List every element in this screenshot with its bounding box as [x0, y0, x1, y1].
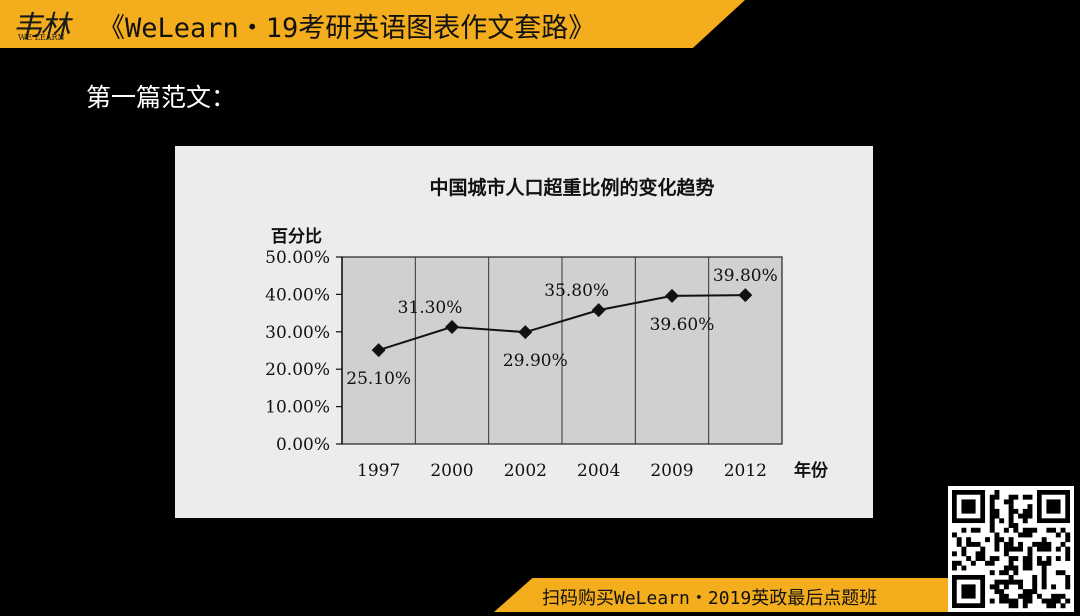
- x-tick-label: 2002: [504, 461, 547, 481]
- data-label: 35.80%: [544, 281, 609, 301]
- banner-title: 《WeLearn・19考研英语图表作文套路》: [98, 13, 596, 44]
- data-point-marker: [445, 319, 459, 334]
- y-tick-label: 20.00%: [265, 360, 330, 380]
- data-point-marker: [591, 303, 606, 318]
- data-label: 39.60%: [650, 315, 715, 335]
- y-tick-label: 50.00%: [265, 248, 330, 268]
- data-label: 25.10%: [346, 369, 411, 389]
- y-tick-label: 0.00%: [276, 435, 330, 455]
- y-tick-label: 30.00%: [265, 323, 330, 343]
- y-tick-label: 40.00%: [265, 285, 330, 305]
- logo-chinese-text: 韦林: [12, 10, 70, 45]
- qr-code[interactable]: [948, 486, 1074, 612]
- data-point-marker: [665, 288, 679, 303]
- chart-panel: 中国城市人口超重比例的变化趋势百分比 0.00% 10.00% 20.00% 30.00…: [175, 146, 873, 518]
- x-axis-label: 年份: [794, 460, 829, 481]
- data-point-marker: [371, 343, 386, 358]
- qr-code-icon: [952, 490, 1071, 609]
- purchase-prompt[interactable]: 扫码购买WeLearn・2019英政最后点题班: [542, 588, 878, 609]
- x-tick-label: 2009: [650, 461, 693, 481]
- y-tick-label: 10.00%: [265, 398, 330, 418]
- data-point-marker: [518, 325, 533, 340]
- bottom-banner: [494, 578, 974, 612]
- chart-title: 中国城市人口超重比例的变化趋势: [429, 176, 714, 199]
- x-tick-label: 2000: [430, 461, 473, 481]
- welearn-logo: 韦林 WE LEARN: [8, 2, 80, 46]
- top-banner: [0, 0, 745, 48]
- x-tick-label: 1997: [357, 461, 400, 481]
- data-label: 31.30%: [398, 298, 463, 318]
- x-tick-label: 2012: [724, 461, 767, 481]
- section-title: 第一篇范文：: [86, 83, 237, 112]
- data-label: 29.90%: [503, 351, 568, 371]
- data-label: 39.80%: [713, 266, 778, 286]
- y-axis-label: 百分比: [271, 226, 322, 247]
- data-point-marker: [738, 288, 753, 303]
- logo-english-text: WE LEARN: [18, 33, 65, 42]
- series-line: [378, 294, 746, 352]
- x-tick-label: 2004: [577, 461, 620, 481]
